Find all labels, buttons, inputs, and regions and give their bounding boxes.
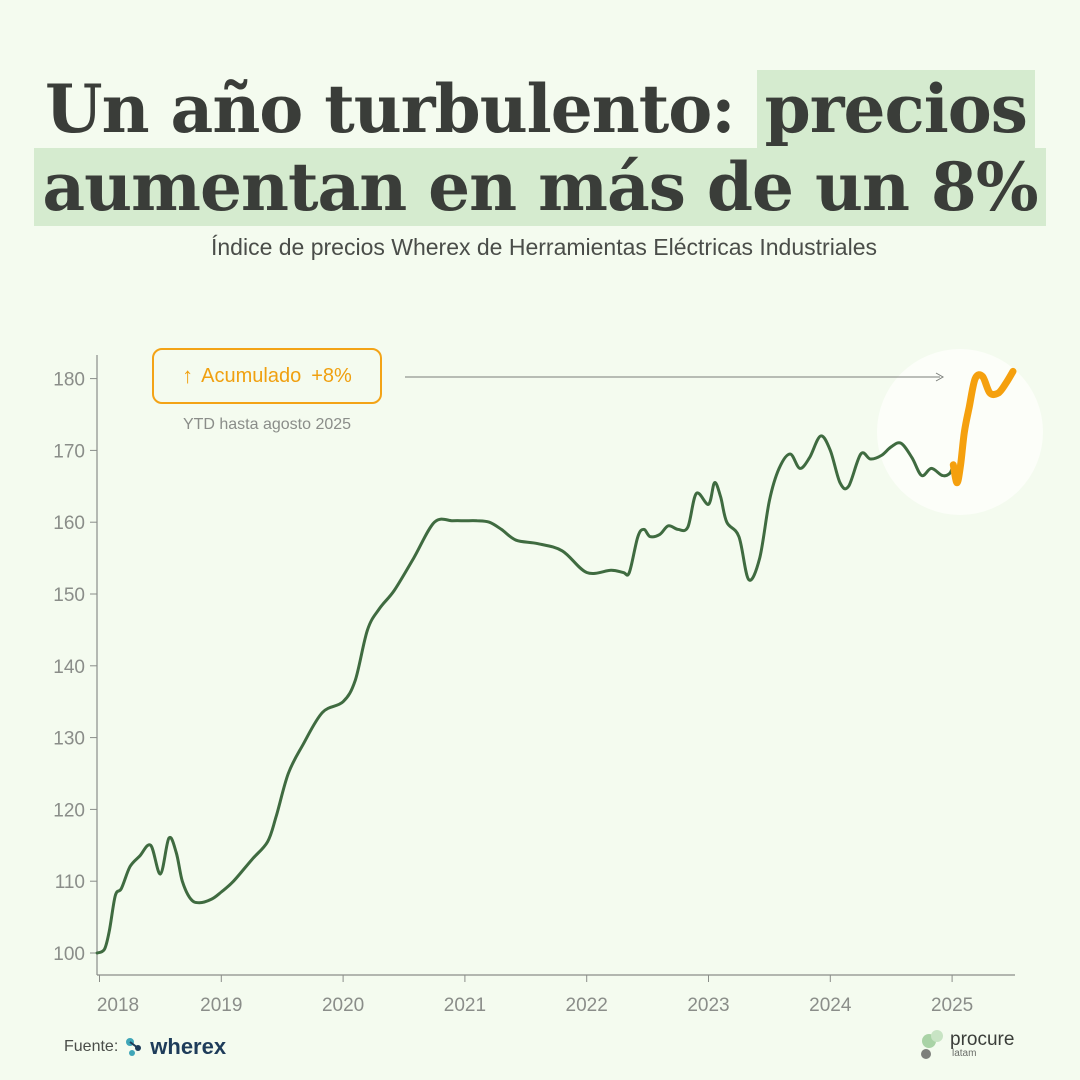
x-tick-label: 2018: [97, 995, 139, 1016]
wherex-logo-icon: [126, 1038, 142, 1056]
y-tick-label: 160: [53, 513, 85, 534]
procure-logo-text: procure: [950, 1029, 1015, 1050]
title-highlight-2: aumentan en más de un 8%: [34, 148, 1046, 226]
source-credit: Fuente: wherex: [64, 1034, 226, 1060]
x-tick-label: 2025: [931, 995, 973, 1016]
arrow-up-icon: ↑: [182, 363, 194, 388]
procure-logo-icon: [920, 1030, 948, 1062]
x-tick-label: 2023: [687, 995, 729, 1016]
accumulated-value: +8%: [311, 364, 352, 387]
x-tick-label: 2022: [566, 995, 608, 1016]
x-tick-label: 2019: [200, 995, 242, 1016]
x-tick-label: 2021: [444, 995, 486, 1016]
callout-arrow-head: [935, 372, 945, 382]
y-tick-label: 170: [53, 441, 85, 462]
y-tick-label: 130: [53, 729, 85, 750]
title-plain: Un año turbulento:: [45, 70, 736, 148]
accumulated-badge: ↑ Acumulado +8%: [152, 348, 382, 404]
source-brand: wherex: [150, 1034, 227, 1059]
accumulated-note: YTD hasta agosto 2025: [182, 416, 352, 433]
y-tick-label: 110: [55, 872, 85, 893]
source-label: Fuente:: [64, 1038, 119, 1055]
procure-logo: procure latam: [920, 1030, 1014, 1064]
highlight-backdrop-circle: [877, 349, 1043, 515]
series-line-history: [95, 434, 955, 955]
y-tick-label: 140: [53, 657, 85, 678]
chart-subtitle: Índice de precios Wherex de Herramientas…: [210, 234, 877, 260]
title-highlight-1: precios: [756, 70, 1035, 148]
x-tick-label: 2020: [322, 995, 364, 1016]
y-tick-label: 120: [53, 800, 85, 821]
chart-title: Un año turbulento: precios aumentan en m…: [0, 70, 1080, 226]
accumulated-label: Acumulado: [201, 364, 302, 387]
x-tick-label: 2024: [809, 995, 852, 1016]
y-tick-label: 100: [53, 944, 85, 965]
y-tick-label: 180: [53, 370, 85, 391]
series-line-highlight: [949, 367, 1017, 487]
y-tick-label: 150: [53, 585, 85, 606]
procure-logo-subtext: latam: [952, 1048, 977, 1059]
